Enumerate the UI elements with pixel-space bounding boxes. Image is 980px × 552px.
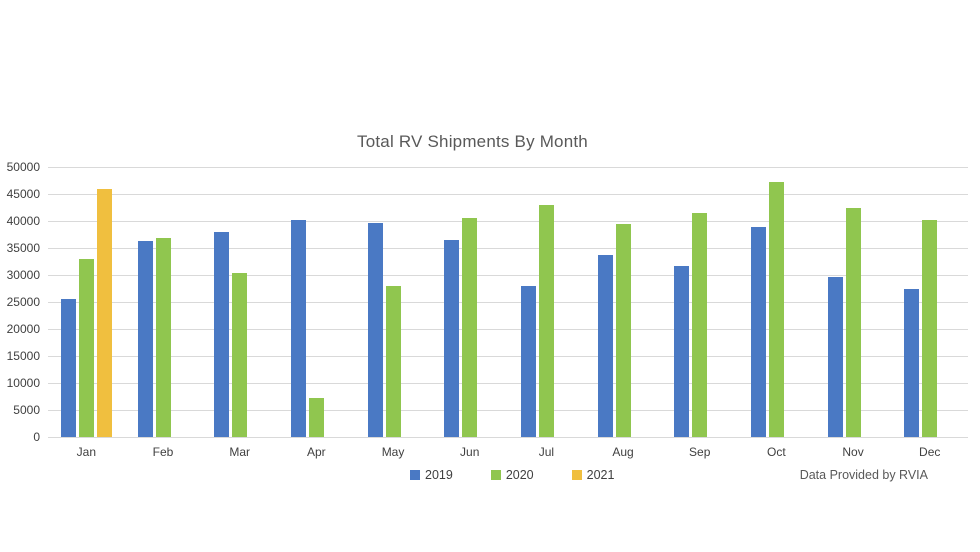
x-tick-label-jul: Jul: [538, 445, 555, 459]
gridline-15000: [48, 356, 968, 357]
bar-2020-jan: [78, 258, 94, 437]
gridline-25000: [48, 302, 968, 303]
month-group-jul: [508, 167, 585, 437]
month-group-may: [355, 167, 432, 437]
gridline-50000: [48, 167, 968, 168]
month-group-feb: [125, 167, 202, 437]
legend-swatch-2019: [410, 470, 420, 480]
month-group-aug: [585, 167, 662, 437]
bar-2020-mar: [232, 273, 248, 437]
month-group-oct: [738, 167, 815, 437]
x-tick-label-jan: Jan: [76, 445, 97, 459]
gridline-35000: [48, 248, 968, 249]
legend-swatch-2020: [490, 470, 501, 480]
bar-2020-aug: [615, 223, 631, 437]
bar-2021-jan: [96, 189, 112, 437]
y-tick-label-5000: 5000: [13, 403, 40, 417]
chart-title: Total RV Shipments By Month: [357, 132, 588, 151]
gridline-10000: [48, 383, 968, 384]
month-group-apr: [278, 167, 355, 437]
gridline-45000: [48, 194, 968, 195]
bar-2020-sep: [692, 212, 708, 437]
bar-2020-feb: [155, 237, 171, 437]
x-tick-label-may: May: [381, 445, 405, 459]
bar-2020-apr: [308, 397, 324, 437]
legend: 2019 2020 2021: [410, 468, 614, 482]
x-tick-label-nov: Nov: [842, 445, 864, 459]
bar-2019-jul: [520, 285, 536, 437]
legend-item-2021: 2021: [571, 468, 615, 482]
x-tick-label-oct: Oct: [767, 445, 786, 459]
bar-2020-jul: [538, 204, 554, 437]
gridline-5000: [48, 410, 968, 411]
bar-2020-nov: [845, 207, 861, 437]
bar-2019-feb: [137, 241, 153, 437]
bar-2020-dec: [922, 219, 938, 437]
data-source-footnote: Data Provided by RVIA: [799, 468, 928, 482]
y-tick-label-20000: 20000: [6, 322, 40, 336]
gridline-20000: [48, 329, 968, 330]
x-tick-label-sep: Sep: [689, 445, 711, 459]
legend-item-2020: 2020: [490, 468, 534, 482]
bar-2019-apr: [290, 219, 306, 437]
y-tick-label-10000: 10000: [6, 376, 40, 390]
bar-2020-may: [385, 286, 401, 437]
x-tick-label-apr: Apr: [307, 445, 326, 459]
bar-2019-nov: [827, 276, 843, 437]
bar-2019-may: [367, 222, 383, 437]
y-tick-label-25000: 25000: [6, 295, 40, 309]
gridline-40000: [48, 221, 968, 222]
x-tick-label-aug: Aug: [612, 445, 634, 459]
bar-2019-aug: [597, 255, 613, 437]
legend-label-2019: 2019: [425, 468, 453, 482]
bar-2019-jun: [444, 240, 460, 437]
month-group-dec: [891, 167, 968, 437]
month-group-jun: [431, 167, 508, 437]
month-group-mar: [201, 167, 278, 437]
y-tick-label-50000: 50000: [6, 160, 40, 174]
x-axis-labels: Jan Feb Mar Apr May Jun Jul Aug Sep Oct Nov Dec: [48, 445, 968, 459]
month-group-nov: [815, 167, 892, 437]
bar-groups: [48, 167, 968, 437]
bar-2019-mar: [214, 231, 230, 437]
y-tick-label-35000: 35000: [6, 241, 40, 255]
bar-2020-jun: [462, 218, 478, 437]
y-tick-label-30000: 30000: [6, 268, 40, 282]
y-tick-label-0: 0: [33, 430, 40, 444]
x-tick-label-feb: Feb: [152, 445, 174, 459]
bar-2019-sep: [674, 265, 690, 437]
legend-label-2020: 2020: [505, 468, 534, 482]
x-tick-label-dec: Dec: [919, 445, 941, 459]
bar-2019-dec: [904, 288, 920, 437]
legend-item-2019: 2019: [410, 468, 453, 482]
gridline-30000: [48, 275, 968, 276]
month-group-sep: [661, 167, 738, 437]
y-tick-label-40000: 40000: [6, 214, 40, 228]
bar-2019-oct: [750, 226, 766, 437]
month-group-jan: [48, 167, 125, 437]
bar-2019-jan: [60, 299, 76, 437]
legend-swatch-2021: [571, 470, 582, 480]
x-tick-label-mar: Mar: [229, 445, 251, 459]
plot-area: [48, 167, 968, 438]
y-axis-labels: 0 5000 10000 15000 20000 25000 30000 35000 40000…: [0, 160, 42, 444]
x-tick-label-jun: Jun: [460, 445, 480, 459]
y-tick-label-15000: 15000: [6, 349, 40, 363]
bar-2020-oct: [768, 181, 784, 437]
legend-label-2021: 2021: [586, 468, 615, 482]
y-tick-label-45000: 45000: [6, 187, 40, 201]
gridline-0: [48, 437, 968, 438]
